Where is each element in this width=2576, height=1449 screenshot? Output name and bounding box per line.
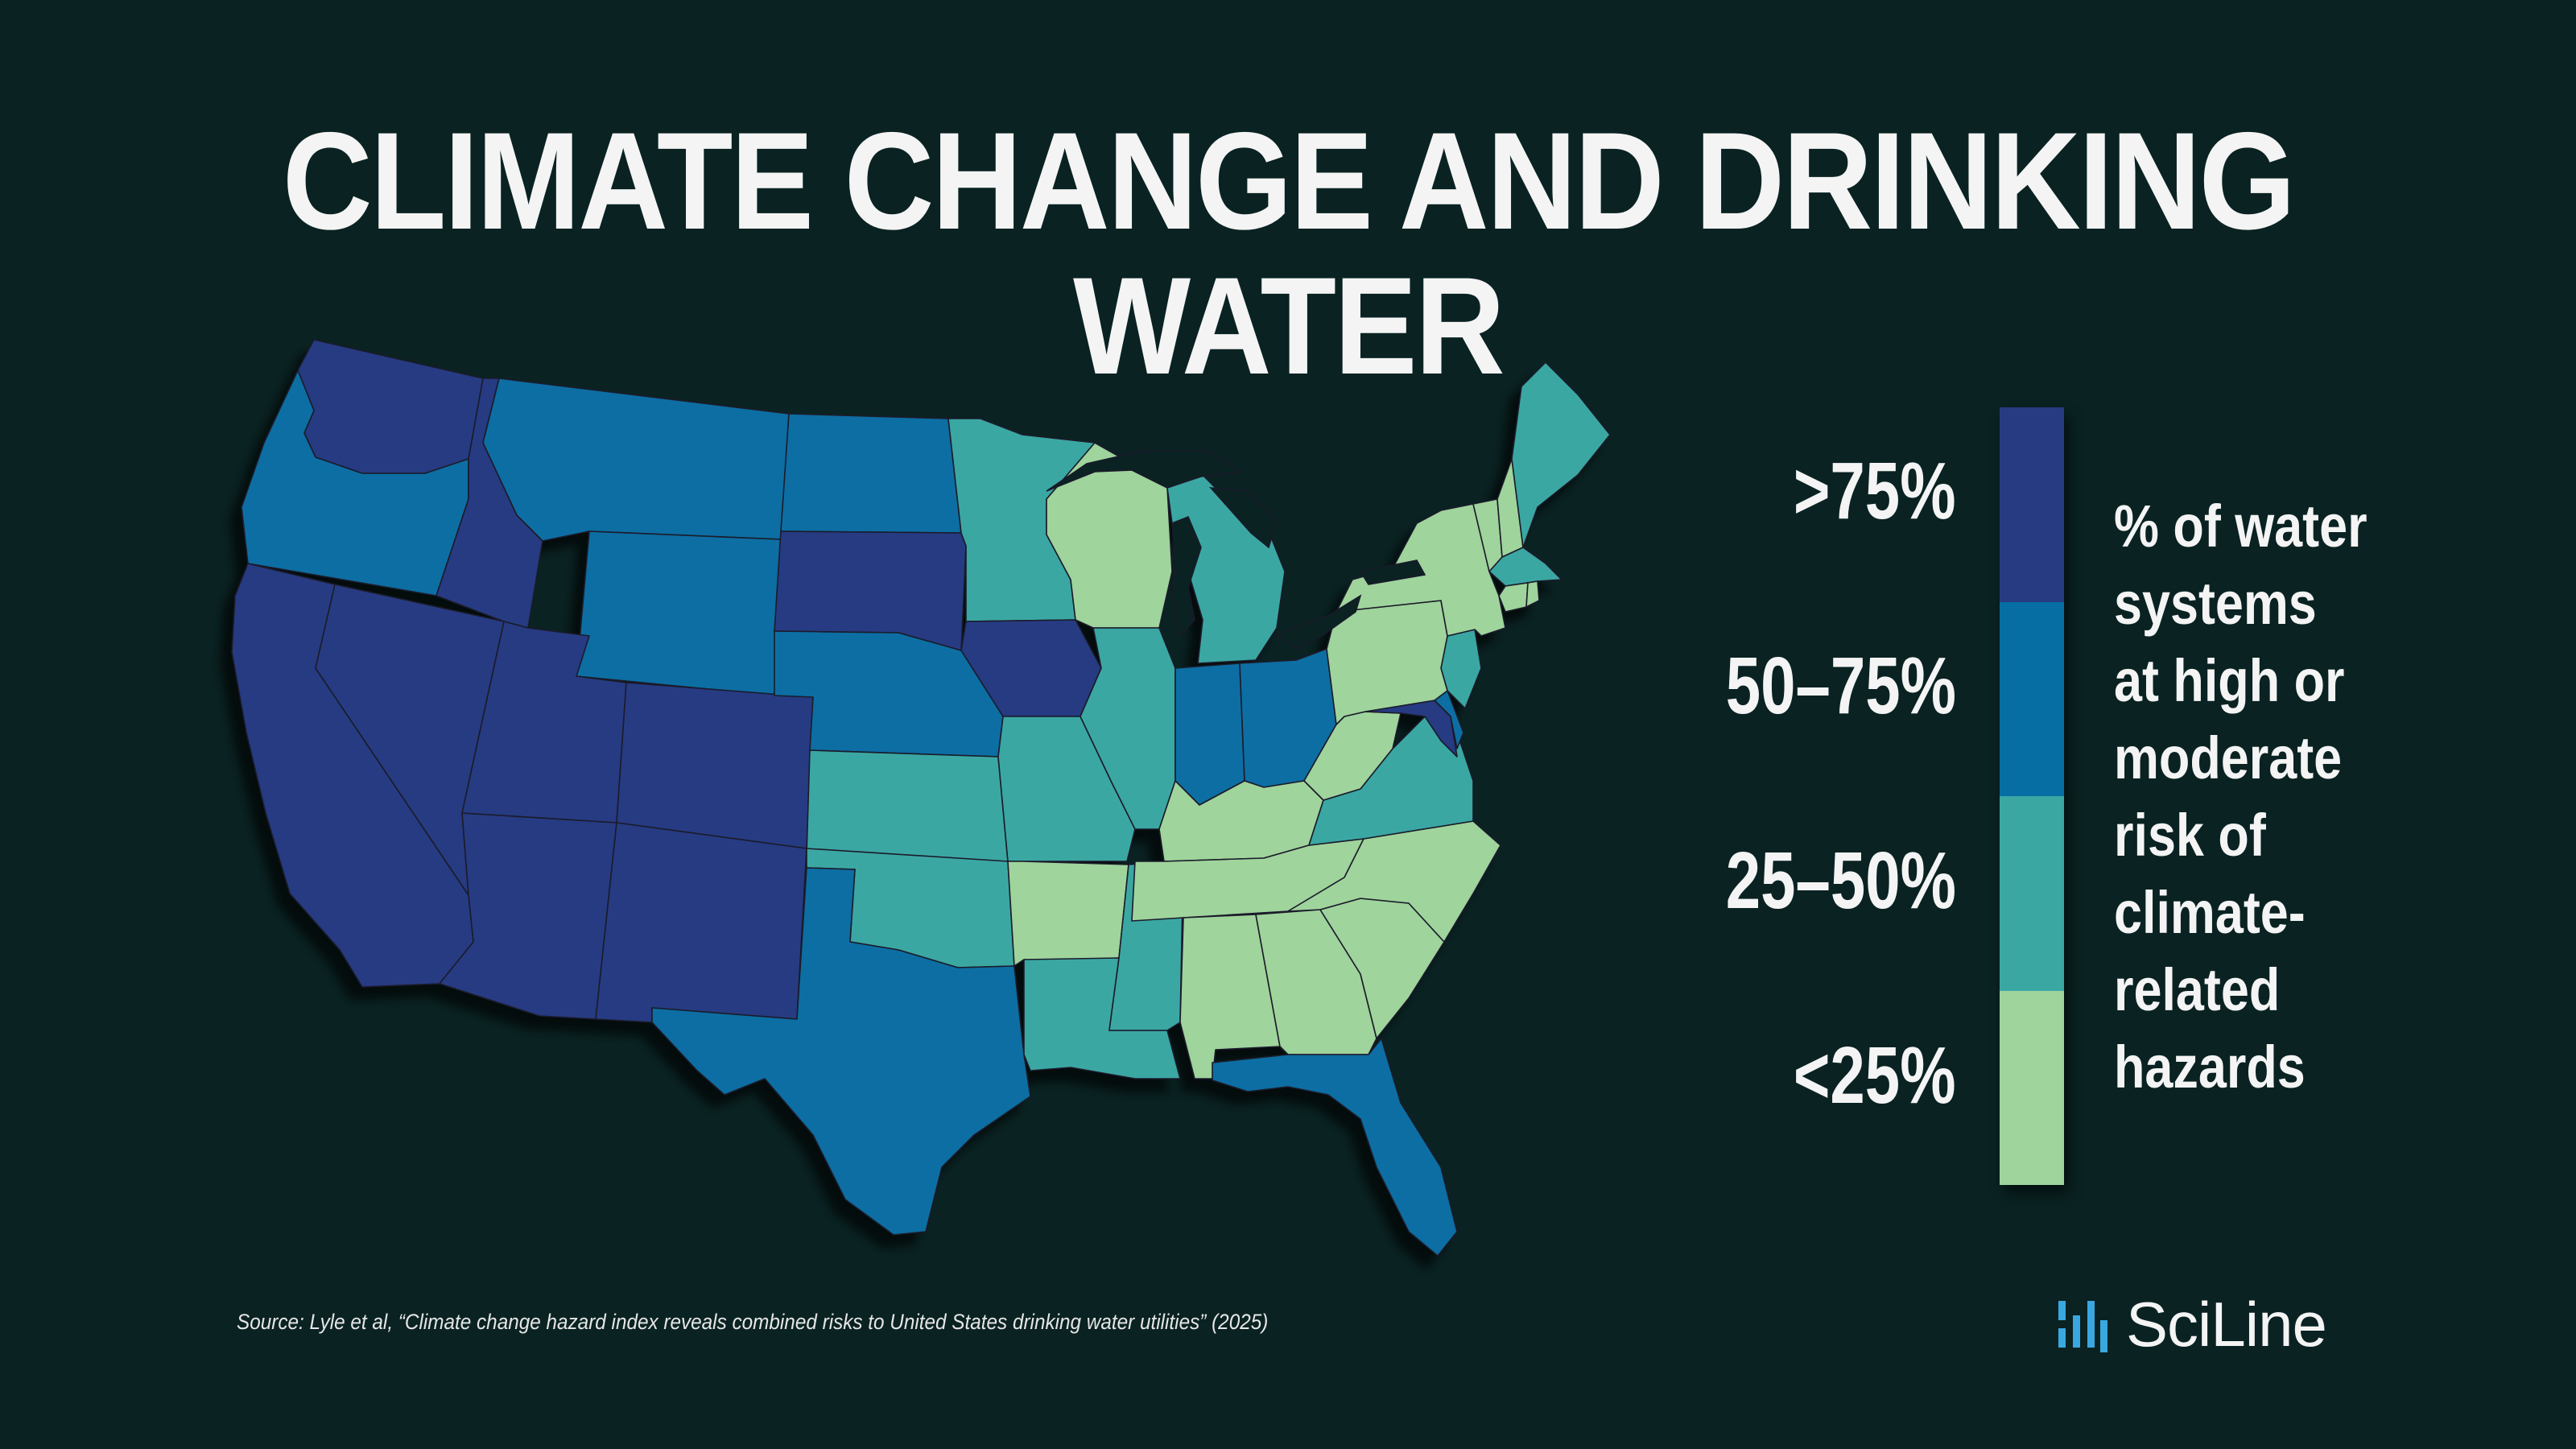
state-il [1080, 627, 1176, 830]
legend-title-line: moderate [2114, 724, 2343, 791]
lake-michigan [1171, 515, 1202, 638]
source-citation: Source: Lyle et al, “Climate change haza… [237, 1310, 1269, 1334]
legend-title-line: systems [2114, 570, 2317, 637]
legend-title-line: % of water [2114, 493, 2368, 559]
state-in [1174, 663, 1245, 806]
legend-label-under-25: <25% [1794, 1030, 1956, 1121]
legend-color-bar [2000, 407, 2064, 1185]
state-co [616, 682, 814, 849]
legend-title-line: hazards [2114, 1034, 2306, 1100]
state-me [1511, 361, 1611, 548]
lake-huron [1209, 487, 1278, 549]
state-ct [1498, 582, 1529, 613]
legend-swatch-50-75 [2000, 601, 2064, 796]
state-nd [780, 413, 962, 534]
lake-erie [1275, 594, 1362, 650]
state-ks [806, 749, 1009, 862]
legend-title-line: risk of [2114, 802, 2266, 869]
state-wa [297, 339, 484, 474]
state-nc [1287, 820, 1501, 943]
legend-label-50-75: 50–75% [1725, 641, 1956, 731]
legend-label-25-50: 25–50% [1725, 836, 1956, 926]
legend-title: % of water systems at high or moderate r… [2114, 488, 2374, 1106]
state-nm [595, 822, 807, 1023]
state-wy [576, 530, 782, 696]
state-mt [482, 378, 790, 542]
legend-swatch-under-25 [2000, 990, 2064, 1185]
state-fl [1212, 1038, 1458, 1257]
us-choropleth-map [217, 330, 1611, 1280]
sciline-logo[interactable]: SciLine [2057, 1289, 2327, 1360]
legend-swatch-25-50 [2000, 796, 2064, 991]
legend-title-line: climate- [2114, 879, 2306, 946]
sciline-logo-text: SciLine [2126, 1289, 2327, 1360]
state-ri [1525, 580, 1540, 608]
state-ar [1007, 861, 1129, 967]
legend-swatch-over-75 [2000, 407, 2064, 602]
legend-title-line: related [2114, 956, 2281, 1023]
legend-title-line: at high or [2114, 647, 2345, 714]
map-svg [231, 339, 1611, 1257]
lake-ontario [1359, 559, 1426, 585]
state-tx [651, 867, 1031, 1236]
legend-label-over-75: >75% [1794, 446, 1956, 536]
sciline-logo-mark-icon [2058, 1301, 2107, 1352]
page-title: CLIMATE CHANGE AND DRINKING WATER [282, 104, 2296, 403]
lake-superior [1046, 450, 1244, 492]
